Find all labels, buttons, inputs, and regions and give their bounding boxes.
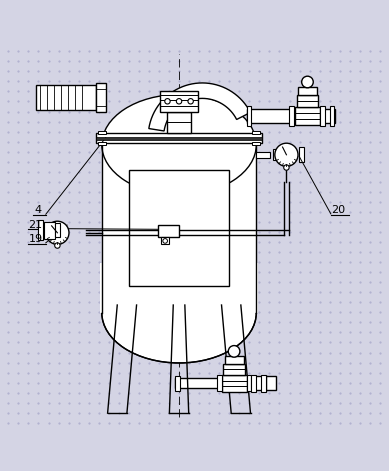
Bar xyxy=(38,220,43,240)
Bar xyxy=(161,237,169,244)
Text: 21: 21 xyxy=(28,220,42,230)
Bar xyxy=(299,147,304,162)
Circle shape xyxy=(188,98,193,104)
Circle shape xyxy=(176,98,182,104)
Bar xyxy=(222,374,247,392)
Bar xyxy=(224,356,244,364)
Bar xyxy=(295,107,320,125)
Circle shape xyxy=(275,143,298,166)
Bar xyxy=(167,112,191,133)
Bar xyxy=(247,375,251,391)
Ellipse shape xyxy=(102,95,256,195)
Bar xyxy=(175,378,222,388)
Bar xyxy=(158,225,179,237)
Bar xyxy=(56,223,60,237)
Bar xyxy=(100,262,258,313)
Bar xyxy=(129,170,229,286)
Bar xyxy=(98,142,106,145)
Bar xyxy=(289,106,294,126)
Bar xyxy=(320,106,325,126)
Bar xyxy=(36,85,96,110)
Polygon shape xyxy=(149,83,251,131)
Bar xyxy=(160,90,198,112)
Bar xyxy=(252,131,260,134)
Text: 4: 4 xyxy=(34,205,41,216)
Bar xyxy=(251,374,256,392)
Bar xyxy=(266,376,276,390)
Circle shape xyxy=(284,165,289,170)
Bar xyxy=(252,142,260,145)
Circle shape xyxy=(46,221,69,244)
Bar xyxy=(223,364,245,374)
Text: 20: 20 xyxy=(331,205,346,215)
Ellipse shape xyxy=(102,262,256,363)
Bar xyxy=(251,376,267,390)
Bar xyxy=(44,221,56,239)
Bar xyxy=(96,133,262,143)
Bar xyxy=(330,106,334,126)
Bar xyxy=(256,152,270,158)
Bar xyxy=(175,376,180,391)
Bar xyxy=(247,106,251,126)
Bar xyxy=(273,149,278,160)
Bar xyxy=(96,83,106,112)
Bar xyxy=(297,95,318,107)
Bar xyxy=(217,375,222,391)
Bar xyxy=(96,138,262,140)
Circle shape xyxy=(165,98,170,104)
Bar xyxy=(102,145,256,313)
Bar xyxy=(261,374,266,392)
Circle shape xyxy=(55,243,60,248)
Bar xyxy=(98,131,106,134)
Circle shape xyxy=(163,239,167,243)
Bar xyxy=(298,87,317,95)
Circle shape xyxy=(302,76,313,88)
Text: 19: 19 xyxy=(28,234,42,244)
Bar xyxy=(247,109,295,123)
Bar xyxy=(320,109,335,123)
Circle shape xyxy=(228,346,240,357)
